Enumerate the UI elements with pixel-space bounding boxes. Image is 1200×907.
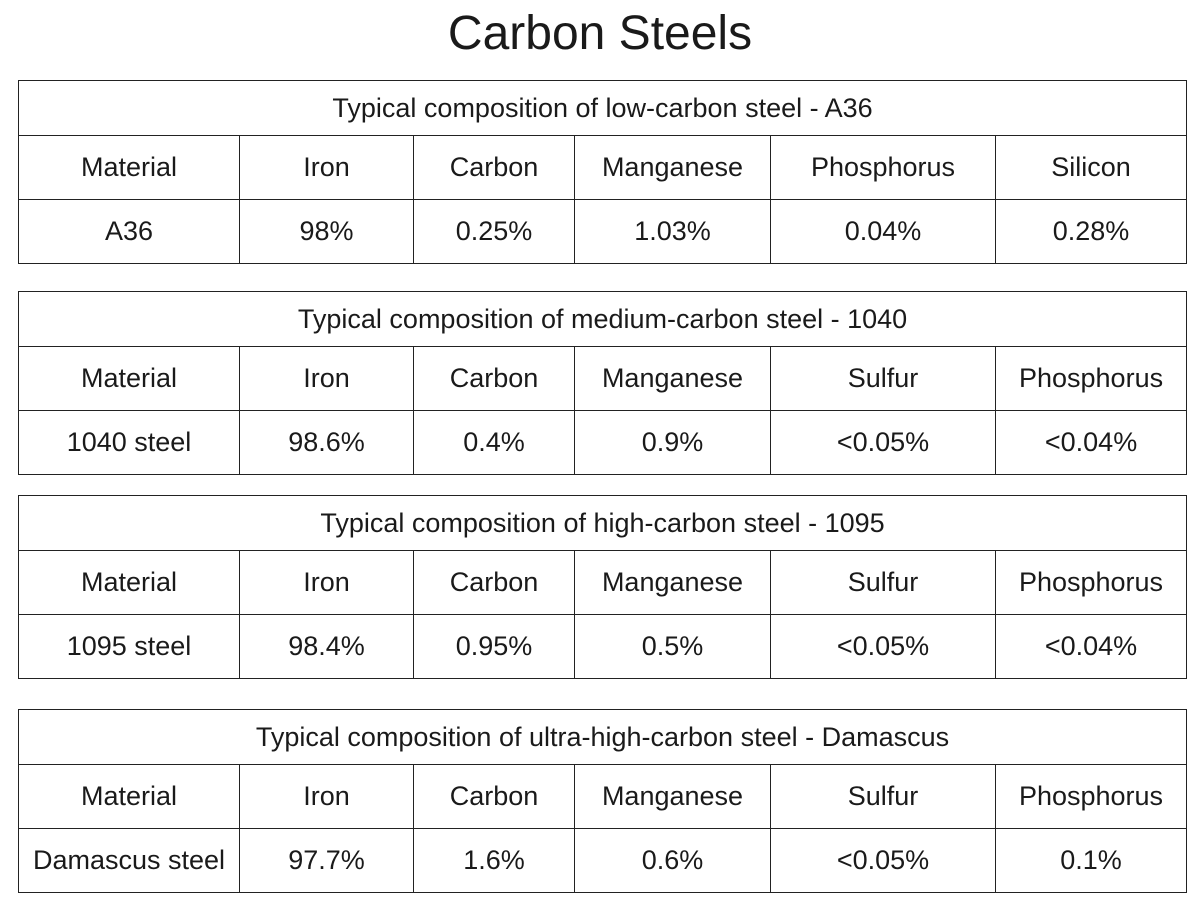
caption-row: Typical composition of ultra-high-carbon… (18, 709, 1187, 765)
caption-row: Typical composition of low-carbon steel … (17, 80, 1188, 136)
data-row: 1095 steel 98.4% 0.95% 0.5% <0.05% <0.04% (18, 614, 1187, 679)
data-cell: 0.1% (995, 828, 1187, 893)
caption-row: Typical composition of medium-carbon ste… (17, 291, 1188, 347)
data-cell: 0.28% (994, 199, 1188, 264)
header-cell: Phosphorus (770, 135, 996, 200)
data-cell: A36 (18, 199, 240, 264)
header-cell: Material (18, 346, 240, 411)
table-caption: Typical composition of low-carbon steel … (17, 80, 1188, 136)
data-cell: 1.03% (574, 199, 771, 264)
composition-table: Typical composition of high-carbon steel… (18, 495, 1187, 679)
header-cell: Sulfur (770, 346, 996, 411)
data-cell: 98% (239, 199, 414, 264)
data-cell: 1.6% (413, 828, 575, 893)
data-row: 1040 steel 98.6% 0.4% 0.9% <0.05% <0.04% (18, 410, 1188, 475)
page-title: Carbon Steels (447, 7, 753, 60)
caption-row: Typical composition of high-carbon steel… (18, 495, 1187, 551)
header-cell: Phosphorus (995, 764, 1187, 829)
header-cell: Iron (239, 346, 414, 411)
data-cell: 98.4% (239, 614, 414, 679)
header-cell: Material (18, 135, 240, 200)
header-cell: Sulfur (770, 764, 996, 829)
data-cell: 1040 steel (18, 410, 240, 475)
header-row: Material Iron Carbon Manganese Sulfur Phospho… (18, 346, 1188, 411)
header-row: Material Iron Carbon Manganese Phosphorus Sil… (18, 135, 1188, 200)
data-cell: 0.6% (574, 828, 771, 893)
header-cell: Manganese (574, 764, 771, 829)
header-cell: Carbon (413, 346, 575, 411)
header-cell: Manganese (574, 135, 771, 200)
header-cell: Phosphorus (995, 550, 1187, 615)
data-cell: 97.7% (239, 828, 414, 893)
header-cell: Material (18, 550, 240, 615)
data-cell: <0.05% (770, 410, 996, 475)
data-cell: <0.05% (770, 614, 996, 679)
composition-table: Typical composition of medium-carbon ste… (17, 291, 1188, 475)
data-cell: Damascus steel (18, 828, 240, 893)
header-cell: Carbon (413, 135, 575, 200)
data-row: Damascus steel 97.7% 1.6% 0.6% <0.05% 0.1% (18, 828, 1187, 893)
table-caption: Typical composition of high-carbon steel… (18, 495, 1187, 551)
header-cell: Carbon (413, 764, 575, 829)
data-cell: <0.05% (770, 828, 996, 893)
data-cell: <0.04% (994, 410, 1188, 475)
header-cell: Iron (239, 550, 414, 615)
data-cell: 0.5% (574, 614, 771, 679)
header-cell: Silicon (994, 135, 1188, 200)
data-cell: 0.04% (770, 199, 996, 264)
header-cell: Material (18, 764, 240, 829)
data-cell: 0.4% (413, 410, 575, 475)
data-row: A36 98% 0.25% 1.03% 0.04% 0.28% (18, 199, 1188, 264)
header-cell: Iron (239, 764, 414, 829)
header-cell: Manganese (574, 346, 771, 411)
data-cell: 1095 steel (18, 614, 240, 679)
table-caption: Typical composition of ultra-high-carbon… (18, 709, 1187, 765)
header-cell: Manganese (574, 550, 771, 615)
composition-table: Typical composition of ultra-high-carbon… (18, 709, 1187, 893)
table-caption: Typical composition of medium-carbon ste… (17, 291, 1188, 347)
data-cell: 98.6% (239, 410, 414, 475)
header-cell: Carbon (413, 550, 575, 615)
data-cell: 0.9% (574, 410, 771, 475)
header-row: Material Iron Carbon Manganese Sulfur Phospho… (18, 550, 1187, 615)
composition-table: Typical composition of low-carbon steel … (17, 80, 1188, 264)
data-cell: 0.25% (413, 199, 575, 264)
header-cell: Sulfur (770, 550, 996, 615)
header-cell: Phosphorus (994, 346, 1188, 411)
header-cell: Iron (239, 135, 414, 200)
data-cell: 0.95% (413, 614, 575, 679)
data-cell: <0.04% (995, 614, 1187, 679)
header-row: Material Iron Carbon Manganese Sulfur Phospho… (18, 764, 1187, 829)
